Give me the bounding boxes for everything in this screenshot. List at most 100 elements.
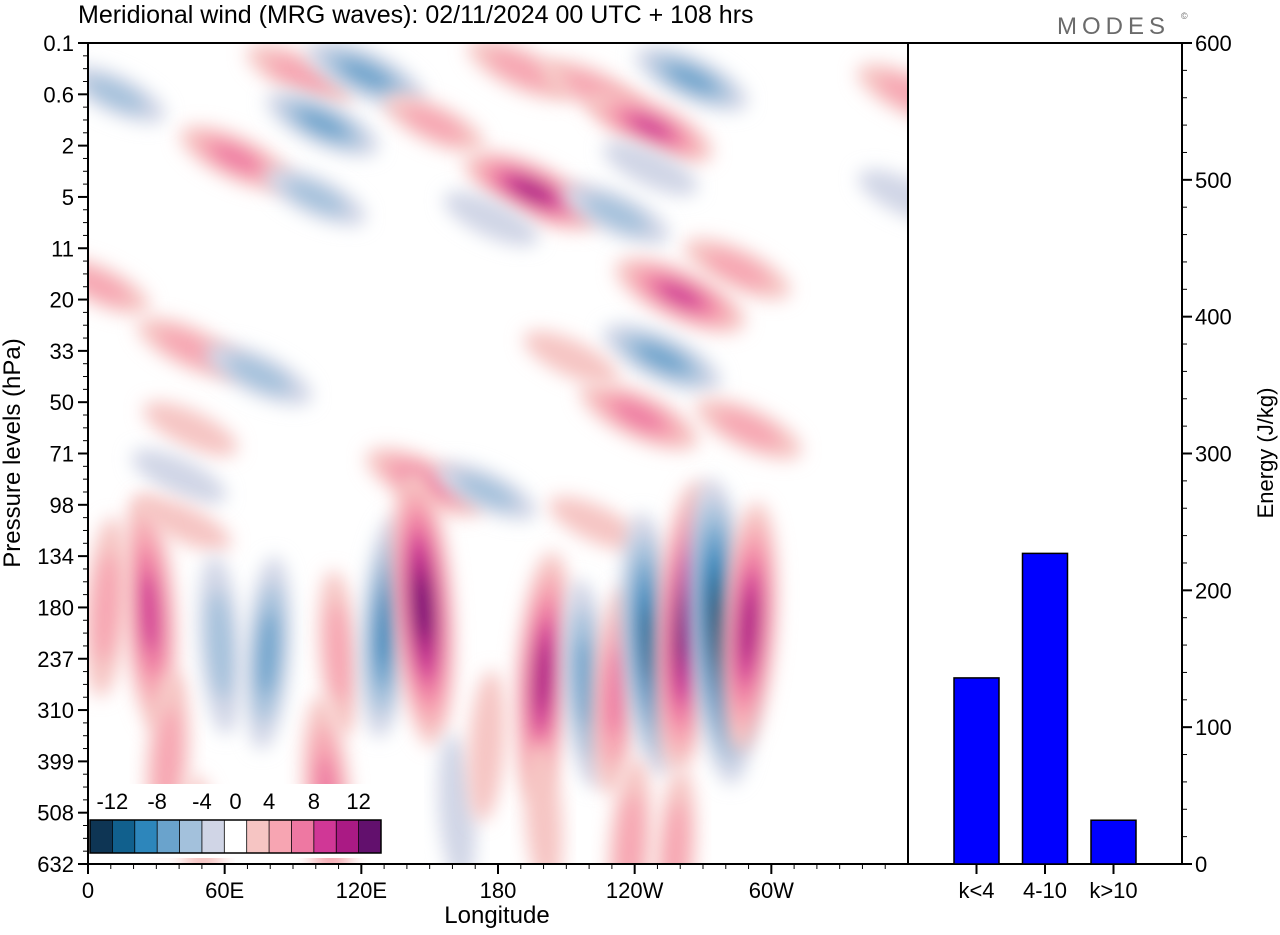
positive-wind-cell: [88, 517, 129, 698]
wind-contour-level: [131, 449, 227, 504]
wind-contour-level: [226, 355, 292, 394]
pressure-tick-label: 0.6: [43, 82, 74, 107]
colorbar-swatch: [358, 820, 382, 853]
wind-contour-level: [487, 50, 554, 89]
colorbar-tick-label: 8: [308, 789, 320, 814]
wind-contour-level: [535, 640, 552, 713]
wind-contour-level: [297, 109, 348, 139]
positive-wind-cell: [719, 502, 778, 752]
wind-contour-level: [88, 76, 147, 113]
modes-logo: MODES ©: [1057, 11, 1188, 40]
pressure-tick-label: 0.1: [43, 31, 74, 56]
colorbar-swatch: [224, 820, 248, 853]
colorbar-swatch: [112, 820, 136, 853]
colorbar-tick-label: 0: [229, 789, 241, 814]
wind-contour-level: [211, 143, 262, 173]
energy-tick-label: 100: [1195, 715, 1232, 740]
positive-wind-cell: [464, 151, 601, 231]
wind-contour-level: [635, 342, 689, 374]
wind-contour-level: [284, 179, 347, 215]
positive-wind-cell: [121, 494, 178, 731]
energy-category-label: k>10: [1089, 878, 1137, 903]
pressure-tick-label: 50: [50, 390, 74, 415]
longitude-tick-label: 120E: [336, 878, 387, 903]
wind-contour-level: [612, 400, 666, 432]
positive-wind-cell: [514, 551, 573, 802]
energy-tick-label: 600: [1195, 31, 1232, 56]
heatmap-panel: -12 -8 -4 0 4 8 12 0.10.6251120335071981341802…: [0, 31, 909, 929]
energy-tick-label: 300: [1195, 442, 1232, 467]
wind-contour-level: [858, 169, 908, 225]
longitude-tick-label: 120W: [606, 878, 664, 903]
positive-wind-cell: [136, 496, 232, 551]
colorbar-swatch: [134, 820, 158, 853]
wind-contour-level: [403, 106, 466, 142]
positive-wind-cell: [143, 401, 238, 457]
colorbar-swatch: [269, 820, 292, 853]
negative-wind-cell: [438, 733, 476, 864]
wind-contour-level: [326, 602, 352, 705]
colorbar: -12 -8 -4 0 4 8 12: [86, 784, 385, 858]
negative-wind-cell: [266, 91, 379, 157]
energy-tick-label: 200: [1195, 578, 1232, 603]
colorbar-swatch: [90, 820, 113, 853]
energy-tick-label: 500: [1195, 168, 1232, 193]
pressure-axis: 0.1 0.6 2 5 11 20 33 50 71 98 134 180 237 310 399 508 63…: [37, 31, 88, 877]
y-axis-label: Pressure levels (hPa): [0, 338, 26, 567]
colorbar-tick-label: 4: [263, 789, 275, 814]
positive-wind-cell: [88, 256, 150, 315]
pressure-tick-label: 508: [37, 801, 74, 826]
pressure-tick-label: 71: [50, 442, 74, 467]
energy-tick-label: 0: [1195, 852, 1207, 877]
pressure-tick-label: 5: [62, 185, 74, 210]
positive-wind-cell: [857, 63, 908, 126]
pressure-tick-label: 11: [51, 236, 74, 261]
positive-wind-cell: [524, 742, 563, 864]
positive-wind-cell: [695, 398, 802, 460]
wind-contour-level: [267, 55, 333, 94]
longitude-axis: 0 60E 120E 180 120W 60W: [82, 864, 886, 903]
colorbar-swatch: [179, 820, 203, 853]
energy-category-label: 4-10: [1023, 878, 1067, 903]
wind-contour-level: [629, 114, 673, 140]
positive-wind-cell: [683, 238, 791, 300]
positive-wind-cell: [608, 758, 652, 864]
colorbar-swatch: [246, 820, 270, 853]
positive-wind-cell: [523, 330, 619, 386]
wind-contour-level: [143, 401, 238, 457]
colorbar-swatch: [201, 820, 225, 853]
wind-contour-level: [438, 733, 476, 864]
positive-wind-cell: [390, 468, 456, 747]
wind-contour-level: [136, 496, 232, 551]
wind-contour-level: [467, 670, 506, 822]
longitude-tick-label: 60E: [205, 878, 244, 903]
negative-wind-cell: [602, 323, 722, 393]
negative-wind-cell: [131, 449, 227, 504]
wind-contour-level: [92, 552, 120, 663]
positive-wind-cell: [548, 496, 644, 551]
negative-wind-cell: [244, 556, 292, 750]
positive-wind-cell: [580, 381, 699, 451]
negative-wind-cell: [858, 169, 908, 225]
wind-contour-level: [740, 591, 757, 663]
colorbar-tick-label: -4: [192, 789, 212, 814]
wind-contour-level: [339, 59, 393, 90]
negative-wind-cell: [635, 46, 748, 112]
wind-contour-level: [206, 589, 234, 701]
wind-contour-level: [877, 75, 908, 114]
wind-contour-level: [666, 64, 717, 94]
x-axis-label: Longitude: [444, 902, 549, 929]
colorbar-swatch: [291, 820, 315, 853]
negative-wind-cell: [198, 555, 242, 735]
colorbar-swatch: [157, 820, 181, 853]
wind-contour-level: [443, 191, 539, 247]
positive-wind-cell: [179, 125, 293, 191]
energy-bar: [1090, 819, 1137, 865]
wind-contour-level: [524, 742, 563, 864]
negative-wind-cell: [563, 183, 670, 245]
wind-contour-level: [377, 588, 396, 666]
energy-axis-label: Energy (J/kg): [1253, 388, 1278, 519]
longitude-tick-label: 60W: [749, 878, 794, 903]
wind-contour-level: [523, 330, 619, 386]
negative-wind-cell: [88, 65, 166, 124]
